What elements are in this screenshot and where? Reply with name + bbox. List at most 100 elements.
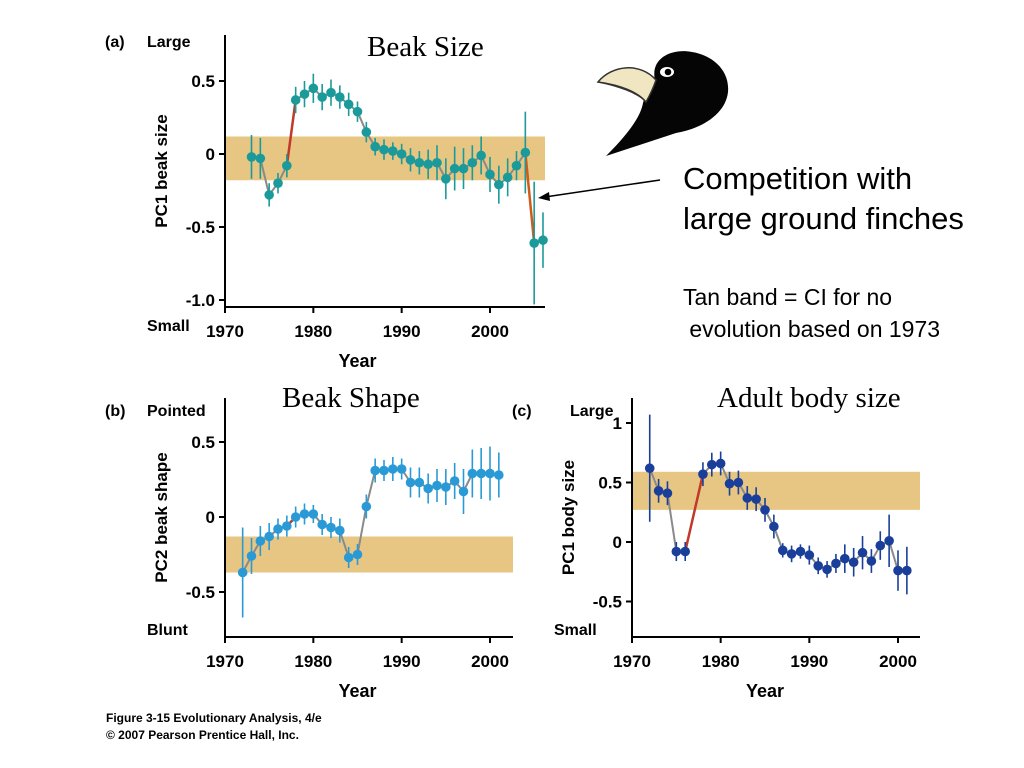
data-point xyxy=(884,536,894,546)
series-segment xyxy=(666,493,678,552)
data-point xyxy=(680,546,690,557)
data-point xyxy=(379,465,389,476)
x-axis-label: Year xyxy=(338,681,376,701)
data-point xyxy=(804,550,815,560)
data-point xyxy=(857,547,868,558)
data-point xyxy=(255,536,266,546)
data-point xyxy=(343,99,354,110)
x-tick-label: 1980 xyxy=(702,652,740,671)
confidence-band xyxy=(226,536,513,573)
data-point xyxy=(502,172,513,183)
chart-panel-b: 0.5 0 -0.5 1970 1980 1990 2000 PC2 beak shape Ye… xyxy=(105,398,513,701)
data-point xyxy=(370,141,380,152)
data-point xyxy=(644,463,655,474)
x-tick-label: 1970 xyxy=(613,652,651,671)
series-segment xyxy=(356,506,368,555)
data-point xyxy=(893,565,903,576)
data-point xyxy=(432,157,442,168)
data-point xyxy=(822,564,832,575)
data-point xyxy=(352,549,363,560)
data-point xyxy=(282,521,292,531)
data-point xyxy=(449,476,460,486)
data-point xyxy=(290,512,301,522)
data-point xyxy=(299,509,310,519)
y-tick-label: 0 xyxy=(206,508,215,527)
data-point xyxy=(352,106,363,117)
data-point xyxy=(760,505,770,515)
data-point xyxy=(671,546,682,557)
data-point xyxy=(476,150,486,161)
data-point xyxy=(414,477,425,488)
data-point xyxy=(396,464,407,474)
data-point xyxy=(840,553,850,564)
series-segment xyxy=(888,540,899,571)
data-point xyxy=(848,557,859,568)
data-point xyxy=(520,147,531,158)
y-axis-label: PC1 beak size xyxy=(152,114,171,227)
top-extreme-label: Large xyxy=(570,403,614,420)
data-point xyxy=(529,238,539,248)
data-point xyxy=(511,160,522,171)
data-point xyxy=(423,159,433,170)
series-segment xyxy=(683,473,705,552)
data-point xyxy=(326,87,336,98)
tan-band-note-line2: evolution based on 1973 xyxy=(683,316,941,342)
data-point xyxy=(467,157,478,168)
data-point xyxy=(290,95,301,105)
data-point xyxy=(449,163,460,174)
figure-caption-line1: Figure 3-15 Evolutionary Analysis, 4/e xyxy=(106,711,322,725)
data-point xyxy=(813,561,823,571)
arrow-left-icon xyxy=(538,179,661,201)
x-axis-label: Year xyxy=(746,681,784,701)
data-point xyxy=(405,155,416,165)
series-segment xyxy=(285,99,297,166)
data-point xyxy=(476,468,486,479)
data-point xyxy=(273,178,283,188)
data-point xyxy=(494,179,504,190)
panel-label: (c) xyxy=(512,403,532,420)
y-tick-label: -0.5 xyxy=(186,218,215,237)
data-point xyxy=(458,163,469,174)
data-point xyxy=(361,127,372,137)
series-segment xyxy=(524,152,536,244)
data-point xyxy=(653,486,664,496)
data-point xyxy=(458,486,469,497)
data-point xyxy=(396,149,407,159)
data-point xyxy=(715,458,726,469)
data-point xyxy=(246,551,257,561)
data-point xyxy=(538,235,548,245)
data-point xyxy=(246,152,257,162)
panel-label: (a) xyxy=(105,34,125,51)
data-point xyxy=(441,174,451,184)
data-point xyxy=(875,540,886,551)
data-point xyxy=(379,144,389,155)
data-point xyxy=(273,524,283,534)
y-tick-label: 0 xyxy=(206,145,215,164)
x-tick-label: 1970 xyxy=(206,322,244,341)
data-point xyxy=(299,89,310,99)
title-c: Adult body size xyxy=(717,382,901,414)
data-point xyxy=(494,470,504,480)
data-point xyxy=(751,494,761,504)
data-point xyxy=(335,92,345,102)
y-tick-label: 0.5 xyxy=(598,474,622,493)
panel-label: (b) xyxy=(105,403,125,420)
data-point xyxy=(423,483,433,494)
title-a: Beak Size xyxy=(367,31,484,63)
title-b: Beak Shape xyxy=(282,382,420,414)
x-axis-label: Year xyxy=(338,351,376,371)
top-extreme-label: Pointed xyxy=(147,403,206,420)
data-point xyxy=(388,146,398,156)
data-point xyxy=(432,480,442,491)
x-tick-label: 2000 xyxy=(879,652,917,671)
data-point xyxy=(441,482,451,492)
data-point xyxy=(485,169,495,180)
data-point xyxy=(405,477,416,488)
bottom-extreme-label: Small xyxy=(147,318,190,335)
data-point xyxy=(308,83,319,94)
data-point xyxy=(317,92,327,102)
data-point xyxy=(388,464,398,474)
x-tick-label: 1990 xyxy=(383,652,421,671)
tan-band-note-line1: Tan band = CI for no xyxy=(683,284,893,310)
